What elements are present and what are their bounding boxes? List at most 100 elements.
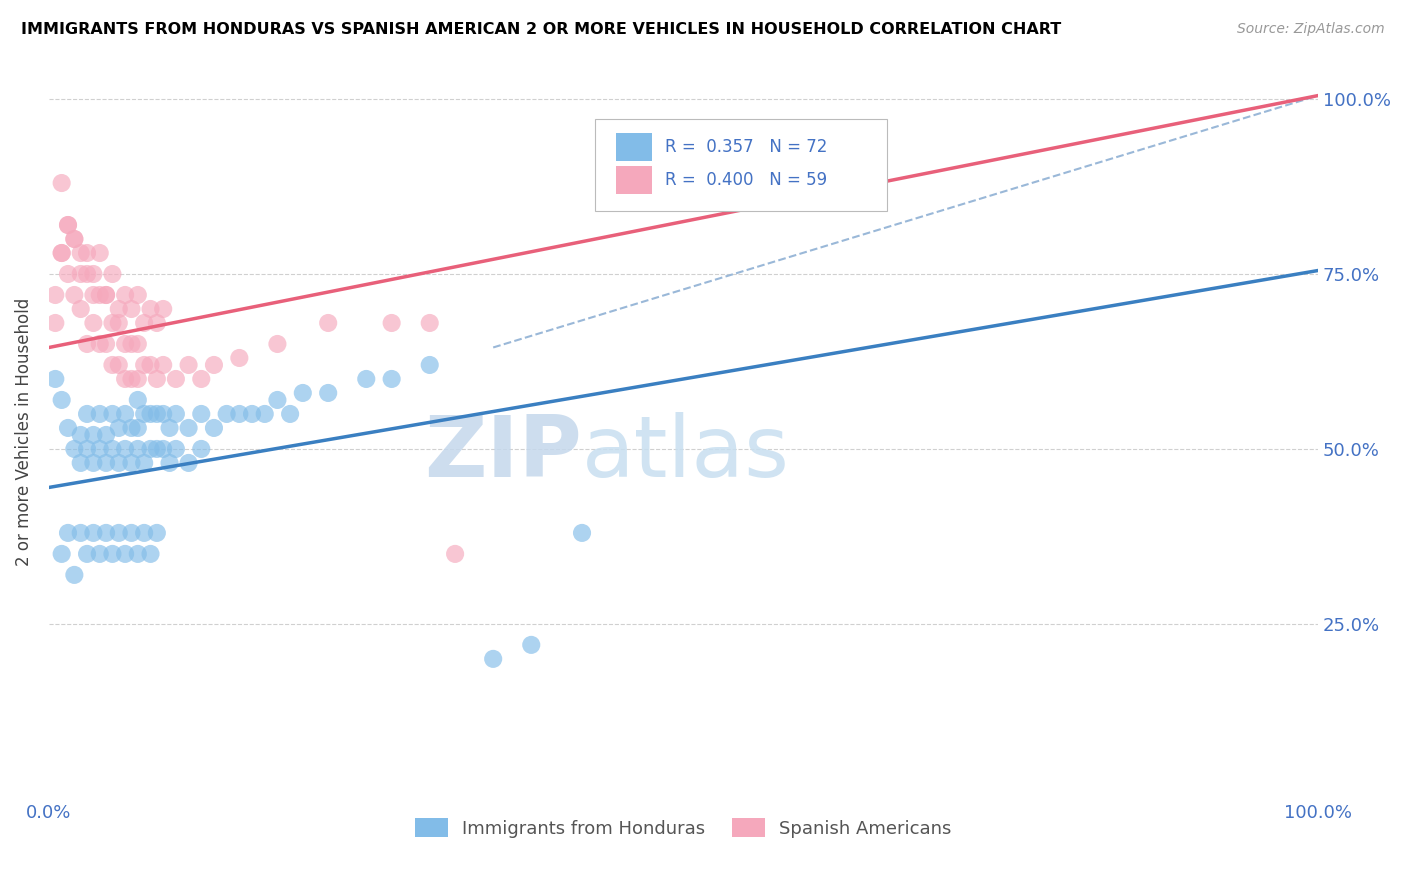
Point	[51, 246, 73, 260]
Point	[82, 267, 104, 281]
Point	[89, 442, 111, 456]
Point	[419, 316, 441, 330]
Point	[69, 428, 91, 442]
Point	[146, 442, 169, 456]
Point	[165, 372, 187, 386]
Point	[69, 456, 91, 470]
Point	[159, 456, 181, 470]
Point	[82, 316, 104, 330]
Point	[89, 407, 111, 421]
Point	[107, 316, 129, 330]
Point	[76, 407, 98, 421]
Point	[146, 372, 169, 386]
Point	[101, 316, 124, 330]
Point	[94, 525, 117, 540]
Point	[121, 421, 143, 435]
Point	[152, 358, 174, 372]
Point	[228, 407, 250, 421]
Text: atlas: atlas	[582, 412, 790, 495]
Point	[139, 547, 162, 561]
Y-axis label: 2 or more Vehicles in Household: 2 or more Vehicles in Household	[15, 297, 32, 566]
Point	[114, 547, 136, 561]
Point	[139, 301, 162, 316]
Point	[56, 421, 79, 435]
Point	[356, 372, 378, 386]
Point	[127, 392, 149, 407]
Text: IMMIGRANTS FROM HONDURAS VS SPANISH AMERICAN 2 OR MORE VEHICLES IN HOUSEHOLD COR: IMMIGRANTS FROM HONDURAS VS SPANISH AMER…	[21, 22, 1062, 37]
Point	[107, 421, 129, 435]
Point	[146, 525, 169, 540]
Point	[121, 525, 143, 540]
Point	[139, 407, 162, 421]
Point	[114, 407, 136, 421]
Bar	[616, 166, 652, 194]
Point	[134, 316, 156, 330]
Point	[107, 525, 129, 540]
Point	[56, 267, 79, 281]
Point	[114, 372, 136, 386]
Point	[316, 316, 339, 330]
Point	[190, 442, 212, 456]
Point	[107, 358, 129, 372]
Text: ZIP: ZIP	[425, 412, 582, 495]
Point	[134, 456, 156, 470]
FancyBboxPatch shape	[595, 120, 887, 211]
Point	[190, 372, 212, 386]
Point	[94, 428, 117, 442]
Point	[152, 301, 174, 316]
Point	[56, 218, 79, 232]
Point	[101, 442, 124, 456]
Point	[107, 301, 129, 316]
Bar	[616, 133, 652, 161]
Point	[94, 456, 117, 470]
Point	[240, 407, 263, 421]
Point	[44, 316, 66, 330]
Point	[152, 407, 174, 421]
Point	[159, 421, 181, 435]
Text: R =  0.400   N = 59: R = 0.400 N = 59	[665, 171, 827, 189]
Point	[419, 358, 441, 372]
Text: Source: ZipAtlas.com: Source: ZipAtlas.com	[1237, 22, 1385, 37]
Text: R =  0.357   N = 72: R = 0.357 N = 72	[665, 138, 827, 156]
Point	[121, 456, 143, 470]
Point	[76, 547, 98, 561]
Point	[44, 372, 66, 386]
Point	[94, 337, 117, 351]
Point	[146, 316, 169, 330]
Point	[63, 232, 86, 246]
Point	[89, 337, 111, 351]
Point	[127, 547, 149, 561]
Point	[76, 246, 98, 260]
Point	[177, 456, 200, 470]
Point	[482, 652, 505, 666]
Point	[127, 288, 149, 302]
Point	[121, 372, 143, 386]
Point	[190, 407, 212, 421]
Point	[165, 407, 187, 421]
Point	[571, 525, 593, 540]
Point	[215, 407, 238, 421]
Point	[63, 232, 86, 246]
Legend: Immigrants from Honduras, Spanish Americans: Immigrants from Honduras, Spanish Americ…	[408, 811, 959, 845]
Point	[134, 358, 156, 372]
Point	[127, 421, 149, 435]
Point	[76, 337, 98, 351]
Point	[278, 407, 301, 421]
Point	[381, 372, 404, 386]
Point	[228, 351, 250, 365]
Point	[266, 337, 288, 351]
Point	[51, 246, 73, 260]
Point	[101, 547, 124, 561]
Point	[202, 421, 225, 435]
Point	[82, 525, 104, 540]
Point	[51, 392, 73, 407]
Point	[381, 316, 404, 330]
Point	[316, 386, 339, 401]
Point	[146, 407, 169, 421]
Point	[82, 428, 104, 442]
Point	[202, 358, 225, 372]
Point	[63, 288, 86, 302]
Point	[69, 267, 91, 281]
Point	[139, 442, 162, 456]
Point	[82, 456, 104, 470]
